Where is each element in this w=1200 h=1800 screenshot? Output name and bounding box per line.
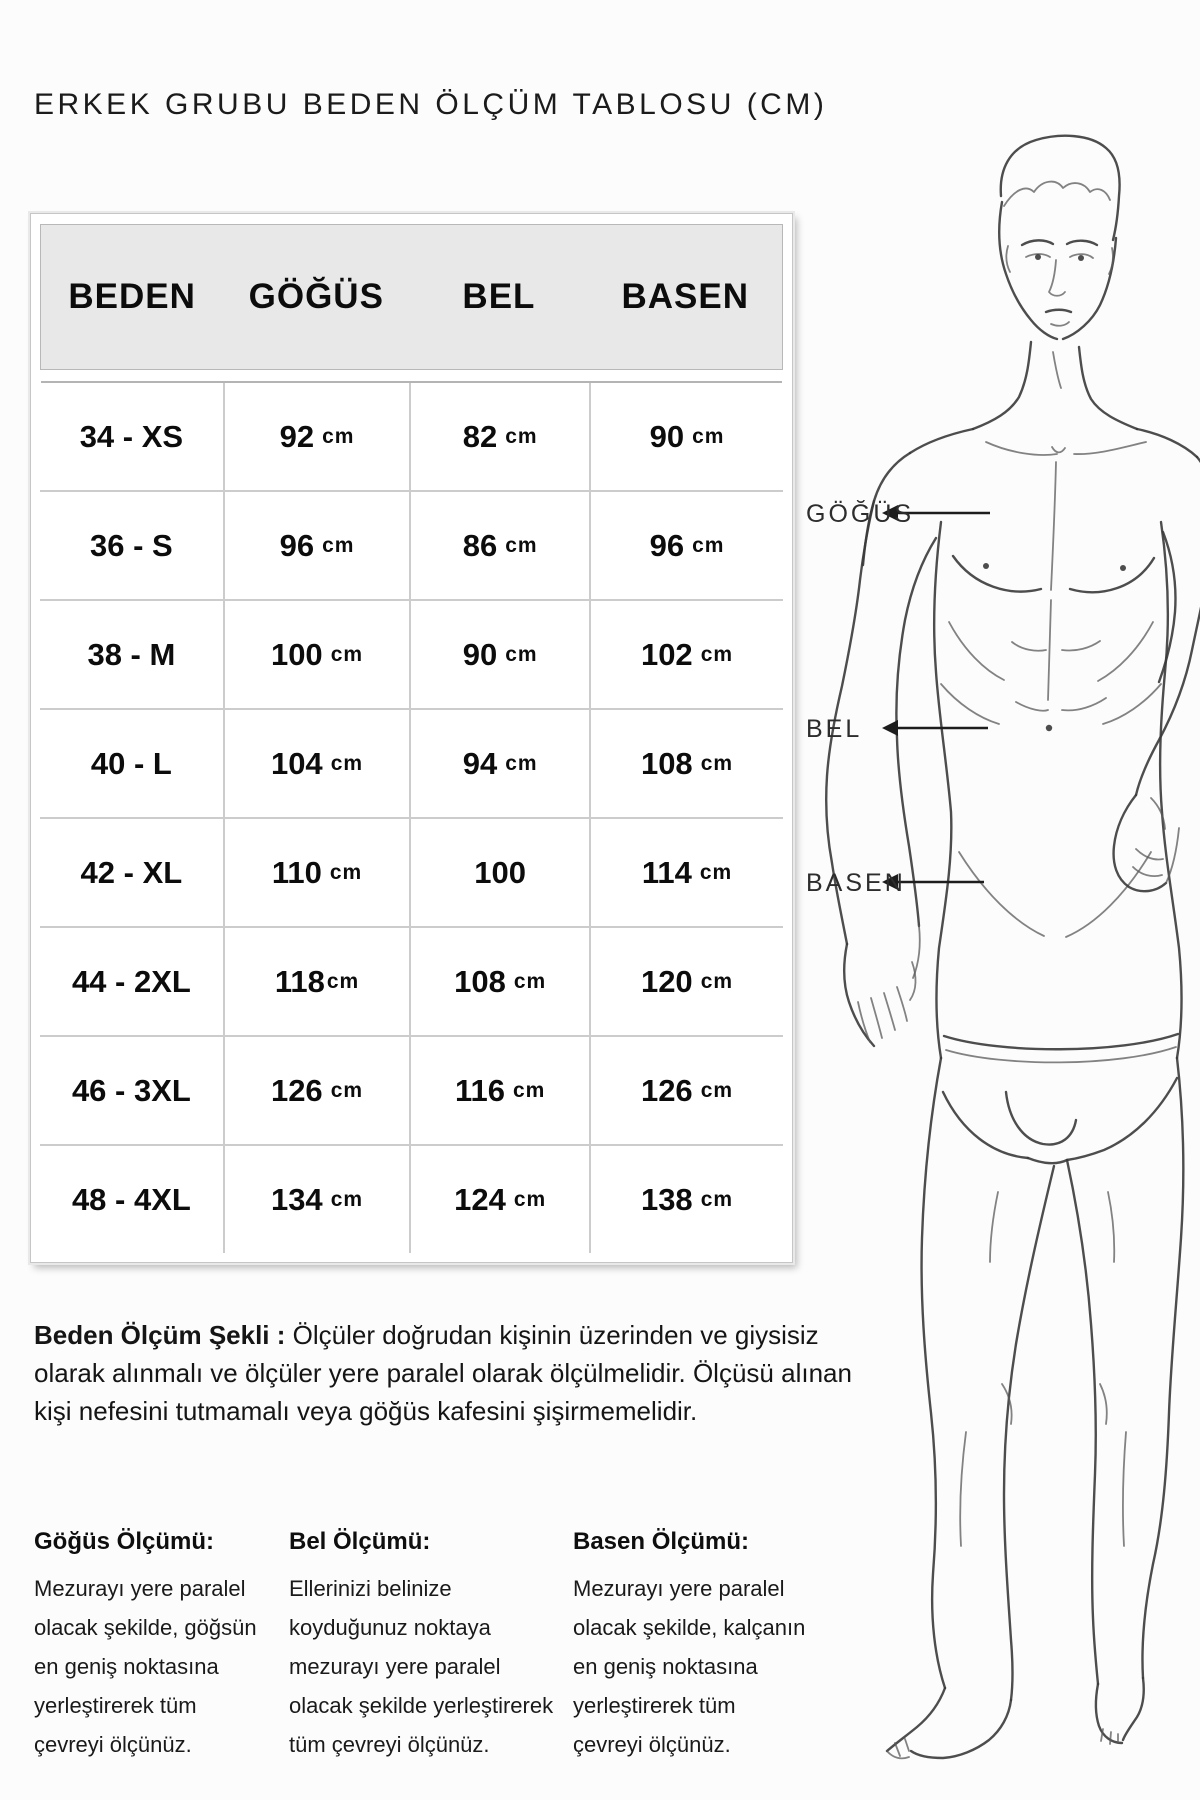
measurement-cell: 110 cm — [222, 819, 409, 926]
arrow-gogus — [882, 505, 990, 521]
measurement-cell: 86 cm — [409, 492, 589, 599]
size-label-cell: 48 - 4XL — [71, 1181, 191, 1217]
table-row: 40 - L 104 cm 94 cm 108 cm — [40, 708, 783, 817]
measurement-cell: 104 cm — [222, 710, 409, 817]
measurement-cell: 114 cm — [589, 819, 783, 926]
figure-label-gogus: GÖĞÜS — [806, 499, 914, 528]
size-label-cell: 40 - L — [90, 745, 172, 781]
measurement-cell: 102 cm — [589, 601, 783, 708]
measurement-cell: 96 cm — [589, 492, 783, 599]
intro-lead: Beden Ölçüm Şekli : — [34, 1320, 286, 1350]
measurement-cell: 108 cm — [589, 710, 783, 817]
body-figure-sketch — [825, 134, 1200, 1760]
measurement-cell: 116 cm — [409, 1037, 589, 1144]
header-basen: BASEN — [621, 277, 750, 316]
arrow-bel — [882, 720, 988, 736]
intro-line-1: Beden Ölçüm Şekli : Ölçüler doğrudan kiş… — [34, 1320, 819, 1350]
size-label-cell: 36 - S — [90, 527, 173, 563]
size-label-cell: 44 - 2XL — [71, 963, 191, 999]
size-label-cell: 38 - M — [87, 636, 176, 672]
column-gogus-heading: Göğüs Ölçümü: — [34, 1528, 214, 1555]
table-row: 42 - XL 110 cm 100 114 cm — [40, 817, 783, 926]
header-beden: BEDEN — [68, 277, 196, 316]
page-title: ERKEK GRUBU BEDEN ÖLÇÜM TABLOSU (CM) — [34, 88, 828, 121]
measurement-cell: 126 cm — [589, 1037, 783, 1144]
table-row: 34 - XS 92 cm 82 cm 90 cm — [40, 383, 783, 490]
size-label-cell: 46 - 3XL — [71, 1072, 191, 1108]
measurement-cell: 94 cm — [409, 710, 589, 817]
measurement-cell: 90 cm — [409, 601, 589, 708]
measurement-cell: 118 cm — [222, 928, 409, 1035]
column-bel-body: Ellerinizi belinize koyduğunuz noktaya m… — [289, 1576, 554, 1757]
measurement-intro: Beden Ölçüm Şekli : Ölçüler doğrudan kiş… — [34, 1316, 852, 1430]
column-basen-heading: Basen Ölçümü: — [573, 1528, 750, 1555]
measurement-cell: 134 cm — [222, 1146, 409, 1253]
column-basen-body: Mezurayı yere paralel olacak şekilde, ka… — [573, 1576, 806, 1757]
measurement-cell: 82 cm — [409, 383, 589, 490]
table-row: 36 - S 96 cm 86 cm 96 cm — [40, 490, 783, 599]
size-table-header: BEDEN GÖĞÜS BEL BASEN — [40, 224, 783, 370]
measurement-cell: 124 cm — [409, 1146, 589, 1253]
measurement-cell: 138 cm — [589, 1146, 783, 1253]
table-row: 46 - 3XL 126 cm 116 cm 126 cm — [40, 1035, 783, 1144]
figure-label-bel: BEL — [806, 715, 862, 743]
size-label-cell: 34 - XS — [79, 418, 184, 454]
measurement-cell: 100 cm — [222, 601, 409, 708]
measurement-cell: 120 cm — [589, 928, 783, 1035]
size-table-body: 34 - XS 92 cm 82 cm 90 cm 36 - S 96 cm 86 cm 96 cm 38 … — [40, 383, 783, 1253]
intro-line-3: kişi nefesini tutmamalı veya göğüs kafes… — [34, 1396, 698, 1426]
header-bel: BEL — [462, 277, 536, 316]
measurement-cell: 100 — [409, 819, 589, 926]
header-separator — [41, 370, 782, 383]
figure-label-basen: BASEN — [806, 869, 906, 897]
measurement-cell: 90 cm — [589, 383, 783, 490]
column-bel-olcumu: Bel Ölçümü: Ellerinizi belinize koyduğun… — [289, 1522, 559, 1764]
column-basen-olcumu: Basen Ölçümü: Mezurayı yere paralel olac… — [573, 1522, 823, 1764]
table-row: 48 - 4XL 134 cm 124 cm 138 cm — [40, 1144, 783, 1253]
arrow-basen — [882, 874, 984, 890]
size-table: BEDEN GÖĞÜS BEL BASEN 34 - XS 92 cm 82 cm 90 c… — [30, 213, 793, 1263]
column-bel-heading: Bel Ölçümü: — [289, 1528, 431, 1555]
intro-line-2: olarak alınmalı ve ölçüler yere paralel … — [34, 1358, 852, 1388]
table-row: 44 - 2XL 118 cm 108 cm 120 cm — [40, 926, 783, 1035]
measurement-cell: 92 cm — [222, 383, 409, 490]
measurement-cell: 108 cm — [409, 928, 589, 1035]
column-gogus-olcumu: Göğüs Ölçümü: Mezurayı yere paralel olac… — [34, 1522, 264, 1764]
measurement-cell: 96 cm — [222, 492, 409, 599]
column-gogus-body: Mezurayı yere paralel olacak şekilde, gö… — [34, 1576, 257, 1757]
measurement-cell: 126 cm — [222, 1037, 409, 1144]
size-label-cell: 42 - XL — [80, 854, 183, 890]
header-gogus: GÖĞÜS — [248, 277, 384, 316]
table-row: 38 - M 100 cm 90 cm 102 cm — [40, 599, 783, 708]
